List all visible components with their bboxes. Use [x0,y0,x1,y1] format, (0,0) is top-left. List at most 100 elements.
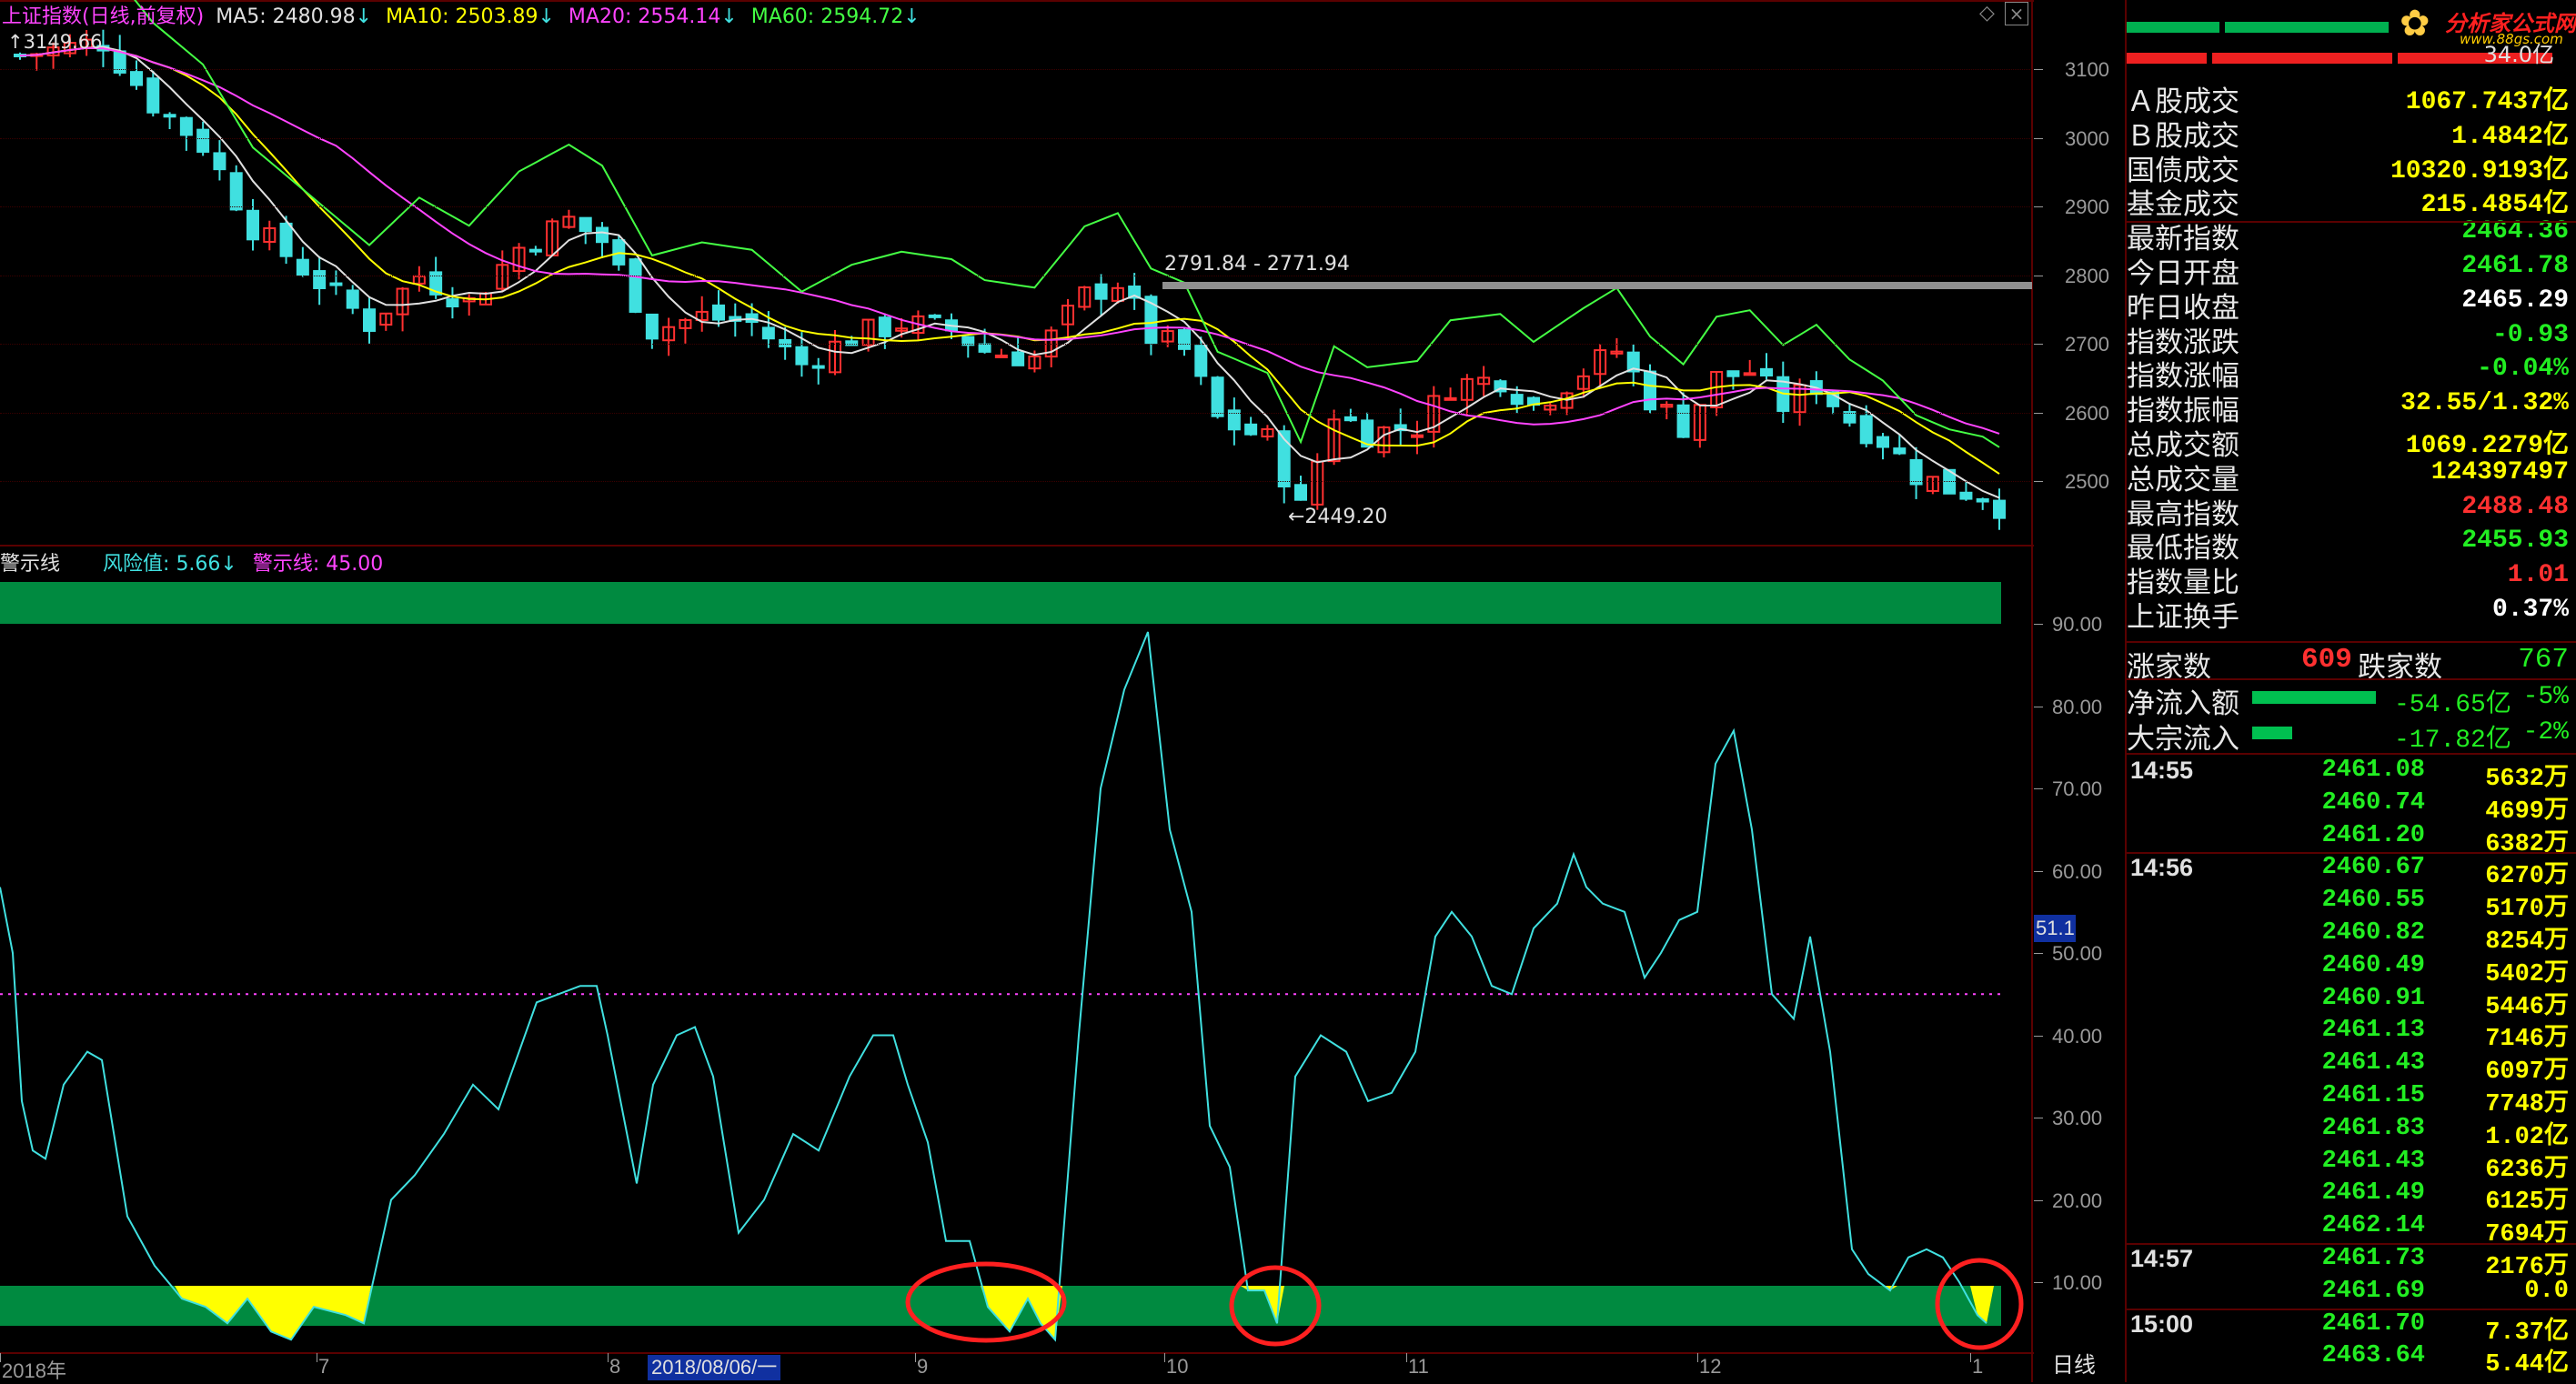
price-tick-label: 2800 [2065,264,2109,287]
candle-body [329,282,343,286]
candle-body [279,222,293,257]
x-axis-tick [608,1353,609,1362]
tick-row: 2461.20 6382万 [2125,821,2576,858]
stat-row: 今日开盘 2461.78 [2125,250,2576,290]
x-axis-label: 10 [1166,1355,1189,1378]
price-tick-mark [2034,344,2043,345]
flow-row-1: 净流入额 -54.65亿 -5% [2125,680,2576,720]
stat-value: -0.04% [2477,355,2569,384]
candle-body [296,258,309,276]
tick-price: 2461.49 [2321,1179,2425,1208]
tick-price: 2461.70 [2321,1309,2425,1338]
price-gridline [0,206,2032,207]
candle-body [1011,351,1025,366]
candle-body [1926,476,1939,492]
tick-row: 14:57 2461.73 2176万 [2125,1245,2576,1281]
x-axis-label: 9 [917,1355,929,1378]
tick-price: 2461.13 [2321,1017,2425,1045]
candle-body [313,270,327,289]
tick-price: 2462.14 [2321,1212,2425,1240]
candle-body [163,114,176,118]
candle-body [412,275,426,285]
candle-body [1610,350,1624,355]
candle-body [1760,367,1773,377]
candle-body [1411,434,1424,438]
stat-row: 指数涨跌 -0.93 [2125,319,2576,359]
tick-volume: 2176万 [2485,1254,2569,1281]
stat-label: 基金成交 [2127,188,2239,222]
chart-canvas[interactable] [0,0,2125,1382]
ma10-label: MA10: [386,5,449,28]
logo-url: www.88gs.com [2460,31,2563,47]
price-tick-label: 2600 [2065,401,2109,425]
indicator-tick-label: 80.00 [2052,695,2103,718]
low-risk-fill [1241,1286,1284,1324]
candle-body [1044,329,1058,358]
candle-body [496,264,509,290]
tick-row: 14:56 2460.67 6270万 [2125,854,2576,890]
candle-body [1361,419,1374,448]
top-bar-red-1 [2127,53,2207,64]
low-risk-fill [175,1286,371,1340]
sep-1 [2125,221,2576,223]
candle-body [961,336,975,346]
stat-row: 总成交量 124397497 [2125,456,2576,496]
candle-body [1111,286,1124,302]
candle-body [1993,499,2006,519]
tick-price: 2461.83 [2321,1114,2425,1142]
candle-body [1394,424,1407,432]
stat-label: 最低指数 [2127,532,2239,566]
logo-flower-icon: ✿ [2400,3,2430,45]
sep-3 [2125,678,2576,680]
top-bar-green-1 [2127,22,2219,33]
candle-body [396,287,409,316]
x-axis-tick [1406,1353,1407,1362]
candle-body [1976,497,1989,503]
stat-value: 2461.78 [2461,252,2569,280]
stat-value: 124397497 [2430,457,2569,486]
candle-body [1644,370,1656,411]
tick-price: 2461.20 [2321,821,2425,849]
stat-row: 指数振幅 32.55/1.32% [2125,387,2576,427]
indicator-tick-mark [2034,953,2043,954]
candle-body [1161,330,1174,343]
tick-row: 2461.15 7748万 [2125,1082,2576,1118]
stat-value: 1.4842亿 [2451,122,2569,151]
indicator-tick-mark [2034,624,2043,625]
x-axis-label: 11 [1408,1355,1429,1378]
candle-body [895,327,909,332]
stat-row: 总成交额 1069.2279亿 [2125,422,2576,462]
flow-bar-2 [2252,727,2292,739]
tick-price: 2460.49 [2321,951,2425,979]
x-axis-label: 8 [609,1355,621,1378]
candle-body [1510,394,1524,406]
tick-row: 14:55 2461.08 5632万 [2125,757,2576,793]
restore-icon[interactable]: ◇ [1979,2,1995,25]
tick-separator [2125,1243,2576,1245]
close-icon[interactable]: × [2005,2,2028,25]
ma20-value: 2554.14 [638,5,721,28]
ma10-line [19,46,2000,475]
tick-volume: 5632万 [2485,766,2569,793]
x-axis-tick [1697,1353,1698,1362]
candle-body [1859,415,1873,445]
tick-volume: 7748万 [2485,1091,2569,1118]
tick-row: 2461.83 1.02亿 [2125,1114,2576,1151]
ma5-value: 2480.98 [272,5,356,28]
stat-label: 昨日收盘 [2127,291,2239,325]
candle-body [829,340,841,374]
risk-line [0,631,1987,1342]
period-label[interactable]: 日线 [2052,1352,2096,1378]
ma10-value: 2503.89 [455,5,538,28]
fall-value: 767 [2518,644,2569,676]
tick-volume: 8254万 [2485,928,2569,956]
candle-body [196,128,210,153]
x-axis-tick [0,1353,1,1362]
candle-body [978,343,991,353]
rise-value: 609 [2301,644,2352,676]
candle-body [528,248,542,253]
tick-volume: 5446万 [2485,993,2569,1021]
candle-body [1743,372,1756,376]
highlight-circle [1229,1265,1322,1347]
candle-body [1327,418,1341,463]
